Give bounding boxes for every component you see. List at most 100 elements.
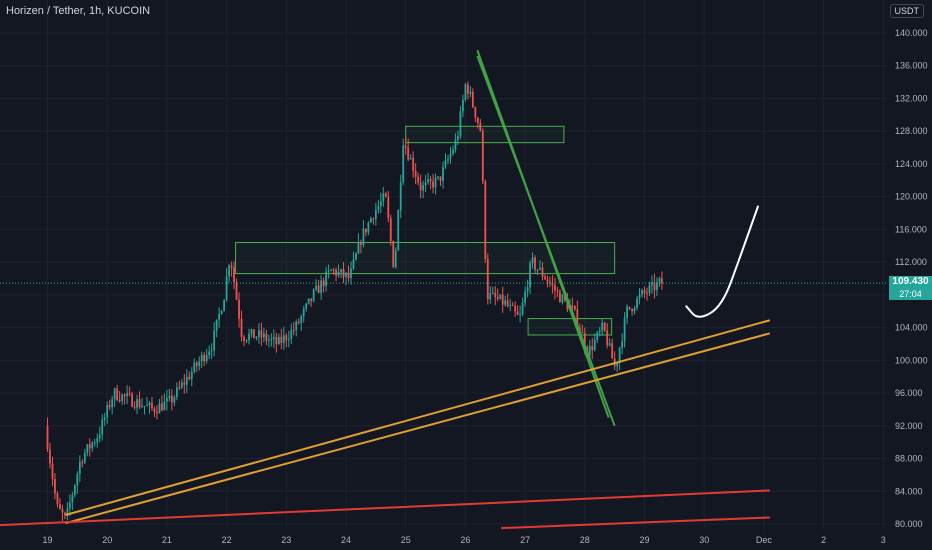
candle-body [442,167,444,181]
candle-body [248,333,250,341]
x-tick-label: 19 [42,535,52,545]
candle-body [384,193,387,197]
zone-box [235,241,616,275]
candle-body [116,388,119,400]
candle-body [148,402,151,406]
candle-body [88,444,91,449]
candle-body [71,494,74,503]
candle-body [526,287,529,292]
candle-body [98,434,101,439]
candle-body [292,329,295,331]
candle-body [81,461,84,463]
candle-body [113,388,116,400]
candle-body [96,438,99,443]
candle-body [297,321,300,324]
candle-body [382,193,385,202]
candle-body [282,335,285,343]
candle-body [484,181,487,259]
candle-body [611,343,614,359]
candle-body [215,319,218,331]
candle-body [407,147,410,160]
candle-body [302,308,305,317]
chart-grid [0,0,888,530]
candle-body [444,160,447,168]
x-tick-label: 25 [401,535,411,545]
candle-body [270,338,273,340]
candle-body [491,292,494,294]
candle-body [193,362,196,372]
candle-body [402,145,405,183]
candle-body [91,442,94,449]
candle-body [168,395,171,398]
price-axis [888,0,932,550]
candle-body [636,298,638,309]
x-tick-label: 21 [162,535,172,545]
candle-body [476,117,479,124]
candle-body [638,294,641,299]
y-tick-label: 88.000 [895,454,923,464]
candle-body [56,493,59,505]
candle-body [409,157,412,160]
support-line [0,489,770,527]
candle-body [658,278,661,283]
candle-body [156,412,158,414]
candle-body [54,479,56,494]
candle-body [183,382,186,385]
candle-body [238,299,240,319]
y-tick-label: 120.000 [895,192,928,202]
candle-body [603,322,606,331]
candle-body [462,99,464,112]
candle-body [173,397,176,403]
y-tick-label: 100.000 [895,355,928,365]
currency-badge[interactable]: USDT [889,4,924,18]
candle-body [531,257,534,264]
candle-body [374,210,377,219]
candle-body [641,290,643,295]
candle-body [583,333,586,348]
candle-body [387,196,390,219]
x-tick-label: 20 [102,535,112,545]
candle-body [434,177,437,188]
candle-body [138,399,141,407]
candle-body [73,485,76,495]
candle-body [479,123,482,131]
candle-body [337,271,340,276]
candle-body [397,210,400,251]
candle-body [511,304,514,306]
candle-body [228,265,230,277]
candle-body [519,314,522,316]
candle-body [559,291,561,303]
zone-box [405,125,565,144]
symbol-title: Horizen / Tether, 1h, KUCOIN [6,5,151,17]
y-tick-label: 116.000 [895,224,927,234]
candle-body [320,280,323,294]
candle-body [163,401,166,411]
candle-body [471,91,474,108]
candle-body [424,182,427,186]
candle-body [131,393,133,407]
candle-body [223,299,226,312]
candle-body [474,107,477,118]
candle-body [447,159,449,161]
downtrend-line [476,55,616,427]
candle-body [240,318,243,337]
candle-body [335,269,337,276]
candle-body [392,241,395,268]
candle-body [265,333,268,341]
candle-body [213,330,216,351]
candle-body [432,181,434,188]
y-tick-label: 96.000 [895,388,923,398]
candle-body [529,263,531,288]
candle-body [141,406,143,408]
candle-body [628,306,631,309]
candle-body [352,259,355,269]
y-tick-label: 124.000 [895,159,928,169]
trend-lines [0,49,771,530]
candle-body [332,269,335,271]
x-tick-label: 30 [699,535,709,545]
x-tick-label: 3 [881,535,886,545]
candle-body [429,179,432,182]
candle-body [404,145,407,148]
